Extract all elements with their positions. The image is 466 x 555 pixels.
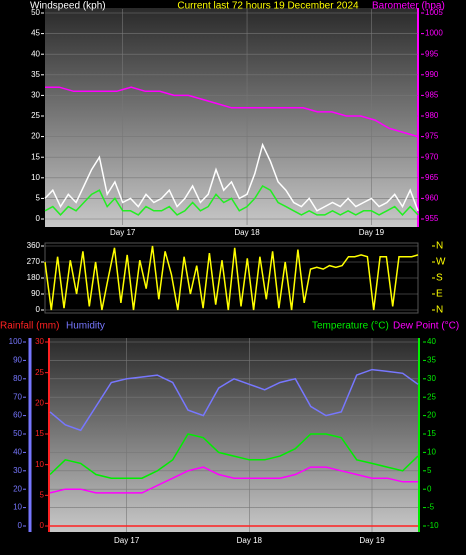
x-tick-label: Day 19 xyxy=(359,228,385,237)
y3-tick-label: 80 xyxy=(13,374,22,383)
legend-humidity: Humidity xyxy=(66,321,105,332)
y2-tick-label: 955 xyxy=(425,214,439,223)
y3-tick-label: 70 xyxy=(13,392,22,401)
y-tick-label: 15 xyxy=(31,152,40,161)
y2-tick-label: 1005 xyxy=(425,8,443,17)
y-tick-label: 10 xyxy=(31,173,40,182)
y3-tick-label: 50 xyxy=(13,429,22,438)
y2-tick-label: 5 xyxy=(427,466,432,475)
y2-tick-label: 0 xyxy=(427,484,432,493)
y-tick-label: 50 xyxy=(31,8,40,17)
y-tick-label: 45 xyxy=(31,29,40,38)
y2-tick-label: 20 xyxy=(427,411,436,420)
y2-tick-label: 990 xyxy=(425,70,439,79)
y3-tick-label: 10 xyxy=(13,503,22,512)
x-tick-label: Day 18 xyxy=(237,536,263,545)
legend-temperature: Temperature (°C) xyxy=(312,321,389,332)
x-tick-label: Day 17 xyxy=(110,228,136,237)
series-line xyxy=(49,368,419,432)
series-line xyxy=(44,245,419,311)
series-line xyxy=(44,142,419,212)
y3-tick-label: 60 xyxy=(13,411,22,420)
y-tick-label: 0 xyxy=(40,521,45,530)
y-tick-label: 0 xyxy=(36,305,41,314)
y-tick-label: 30 xyxy=(31,91,40,100)
series-line xyxy=(49,466,418,494)
y2-tick-label: 970 xyxy=(425,152,439,161)
y-tick-label: 40 xyxy=(31,49,40,58)
y2-tick-label: 980 xyxy=(425,111,439,120)
y2-tick-label: 960 xyxy=(425,194,439,203)
y2-tick-label: 1000 xyxy=(425,29,443,38)
wind-label: Windspeed (kph) xyxy=(30,1,106,12)
chart-title: Current last 72 hours 19 December 2024 xyxy=(177,1,359,12)
legend-rain: Rainfall (mm) xyxy=(0,321,59,332)
y-tick-label: 35 xyxy=(31,70,40,79)
y-tick-label: 20 xyxy=(35,398,44,407)
y2-tick-label: E xyxy=(436,289,443,300)
y2-tick-label: 965 xyxy=(425,173,439,182)
y-tick-label: 15 xyxy=(35,429,44,438)
y2-tick-label: 975 xyxy=(425,132,439,141)
y-tick-label: 5 xyxy=(36,194,41,203)
y3-tick-label: 30 xyxy=(13,466,22,475)
x-tick-label: Day 18 xyxy=(234,228,260,237)
y2-tick-label: N xyxy=(436,241,443,252)
series-line xyxy=(44,185,419,216)
y2-tick-label: 10 xyxy=(427,448,436,457)
y-tick-label: 5 xyxy=(40,490,45,499)
y2-tick-label: 25 xyxy=(427,392,436,401)
y-tick-label: 25 xyxy=(35,368,44,377)
series-line xyxy=(45,86,419,138)
y-tick-label: 20 xyxy=(31,132,40,141)
y-tick-label: 180 xyxy=(27,273,41,282)
y2-tick-label: W xyxy=(436,257,446,268)
y2-tick-label: N xyxy=(436,305,443,316)
y-tick-label: 30 xyxy=(35,337,44,346)
y-tick-label: 10 xyxy=(35,460,44,469)
y-tick-label: 360 xyxy=(27,241,41,250)
legend-dewpoint: Dew Point (°C) xyxy=(393,321,459,332)
y2-tick-label: -5 xyxy=(427,503,435,512)
y3-tick-label: 20 xyxy=(13,484,22,493)
y2-tick-label: 35 xyxy=(427,356,436,365)
y3-tick-label: 40 xyxy=(13,448,22,457)
y2-tick-label: 995 xyxy=(425,49,439,58)
y2-tick-label: S xyxy=(436,273,443,284)
y-tick-label: 0 xyxy=(36,214,41,223)
baro-label: Barometer (hpa) xyxy=(372,1,445,12)
y2-tick-label: 15 xyxy=(427,429,436,438)
x-tick-label: Day 19 xyxy=(359,536,385,545)
y-tick-label: 90 xyxy=(31,289,40,298)
y2-tick-label: -10 xyxy=(427,521,439,530)
y3-tick-label: 90 xyxy=(13,356,22,365)
y3-tick-label: 0 xyxy=(18,521,23,530)
y2-tick-label: 30 xyxy=(427,374,436,383)
series-line xyxy=(49,433,419,479)
x-tick-label: Day 17 xyxy=(114,536,140,545)
y-tick-label: 270 xyxy=(27,257,41,266)
climate-plot-area xyxy=(50,338,418,532)
y-tick-label: 25 xyxy=(31,111,40,120)
y3-tick-label: 100 xyxy=(9,337,23,346)
y2-tick-label: 985 xyxy=(425,91,439,100)
y2-tick-label: 40 xyxy=(427,337,436,346)
